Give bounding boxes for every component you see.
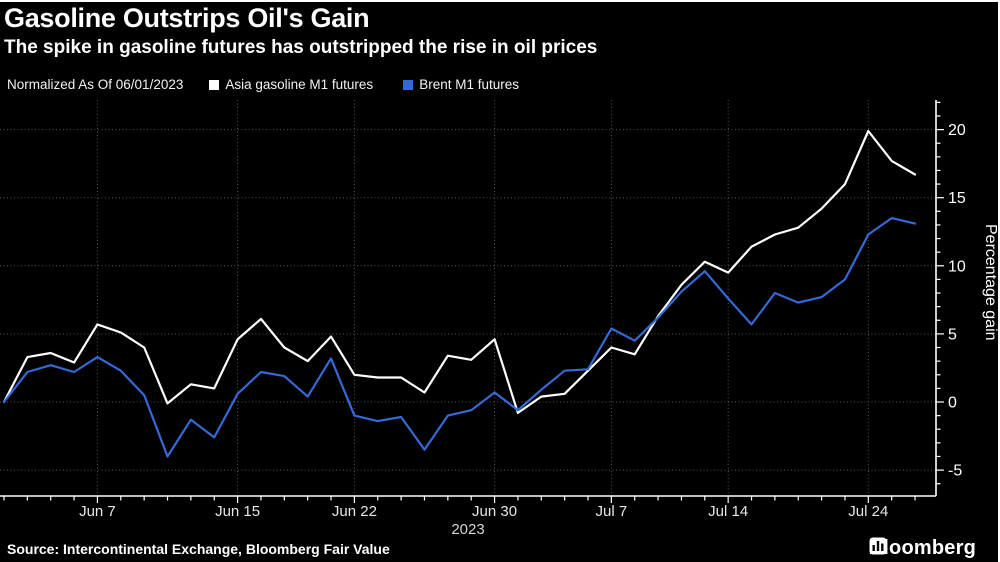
bloomberg-terminal-icon xyxy=(869,537,887,555)
legend-item-gasoline: Asia gasoline M1 futures xyxy=(209,77,373,92)
window-right-edge xyxy=(998,0,1000,562)
y-tick-label: 10 xyxy=(948,258,966,275)
chart-legend: Normalized As Of 06/01/2023 Asia gasolin… xyxy=(7,77,549,92)
x-axis-year: 2023 xyxy=(451,521,484,538)
x-tick-label: Jun 7 xyxy=(79,503,116,520)
gasoline-series-line xyxy=(2,129,917,414)
y-tick-label: 15 xyxy=(948,190,966,207)
page-subtitle: The spike in gasoline futures has outstr… xyxy=(4,37,598,58)
window-top-edge xyxy=(0,0,1000,2)
normalization-note: Normalized As Of 06/01/2023 xyxy=(7,77,184,92)
legend-item-brent: Brent M1 futures xyxy=(403,77,519,92)
bloomberg-wordmark: Bloomberg xyxy=(868,537,976,559)
y-tick-label: -5 xyxy=(948,463,962,480)
x-tick-label: Jul 24 xyxy=(848,503,888,520)
x-tick-label: Jul 14 xyxy=(708,503,748,520)
y-axis-title: Percentage gain xyxy=(982,224,999,341)
y-tick-label: 20 xyxy=(948,122,966,139)
y-tick-label: 0 xyxy=(948,395,957,412)
page-title: Gasoline Outstrips Oil's Gain xyxy=(4,3,370,33)
legend-item-label: Asia gasoline M1 futures xyxy=(225,77,374,92)
brent-series-line xyxy=(2,217,917,458)
y-tick-label: 5 xyxy=(948,326,957,343)
source-attribution: Source: Intercontinental Exchange, Bloom… xyxy=(7,541,390,557)
legend-item-label: Brent M1 futures xyxy=(419,77,519,92)
x-tick-label: Jul 7 xyxy=(596,503,628,520)
gasoline-swatch-icon xyxy=(209,79,220,90)
x-tick-label: Jun 15 xyxy=(215,503,260,520)
bloomberg-logo: Bloomberg xyxy=(869,537,984,560)
x-tick-label: Jun 22 xyxy=(332,503,377,520)
x-tick-label: Jun 30 xyxy=(472,503,517,520)
brent-swatch-icon xyxy=(403,79,414,90)
